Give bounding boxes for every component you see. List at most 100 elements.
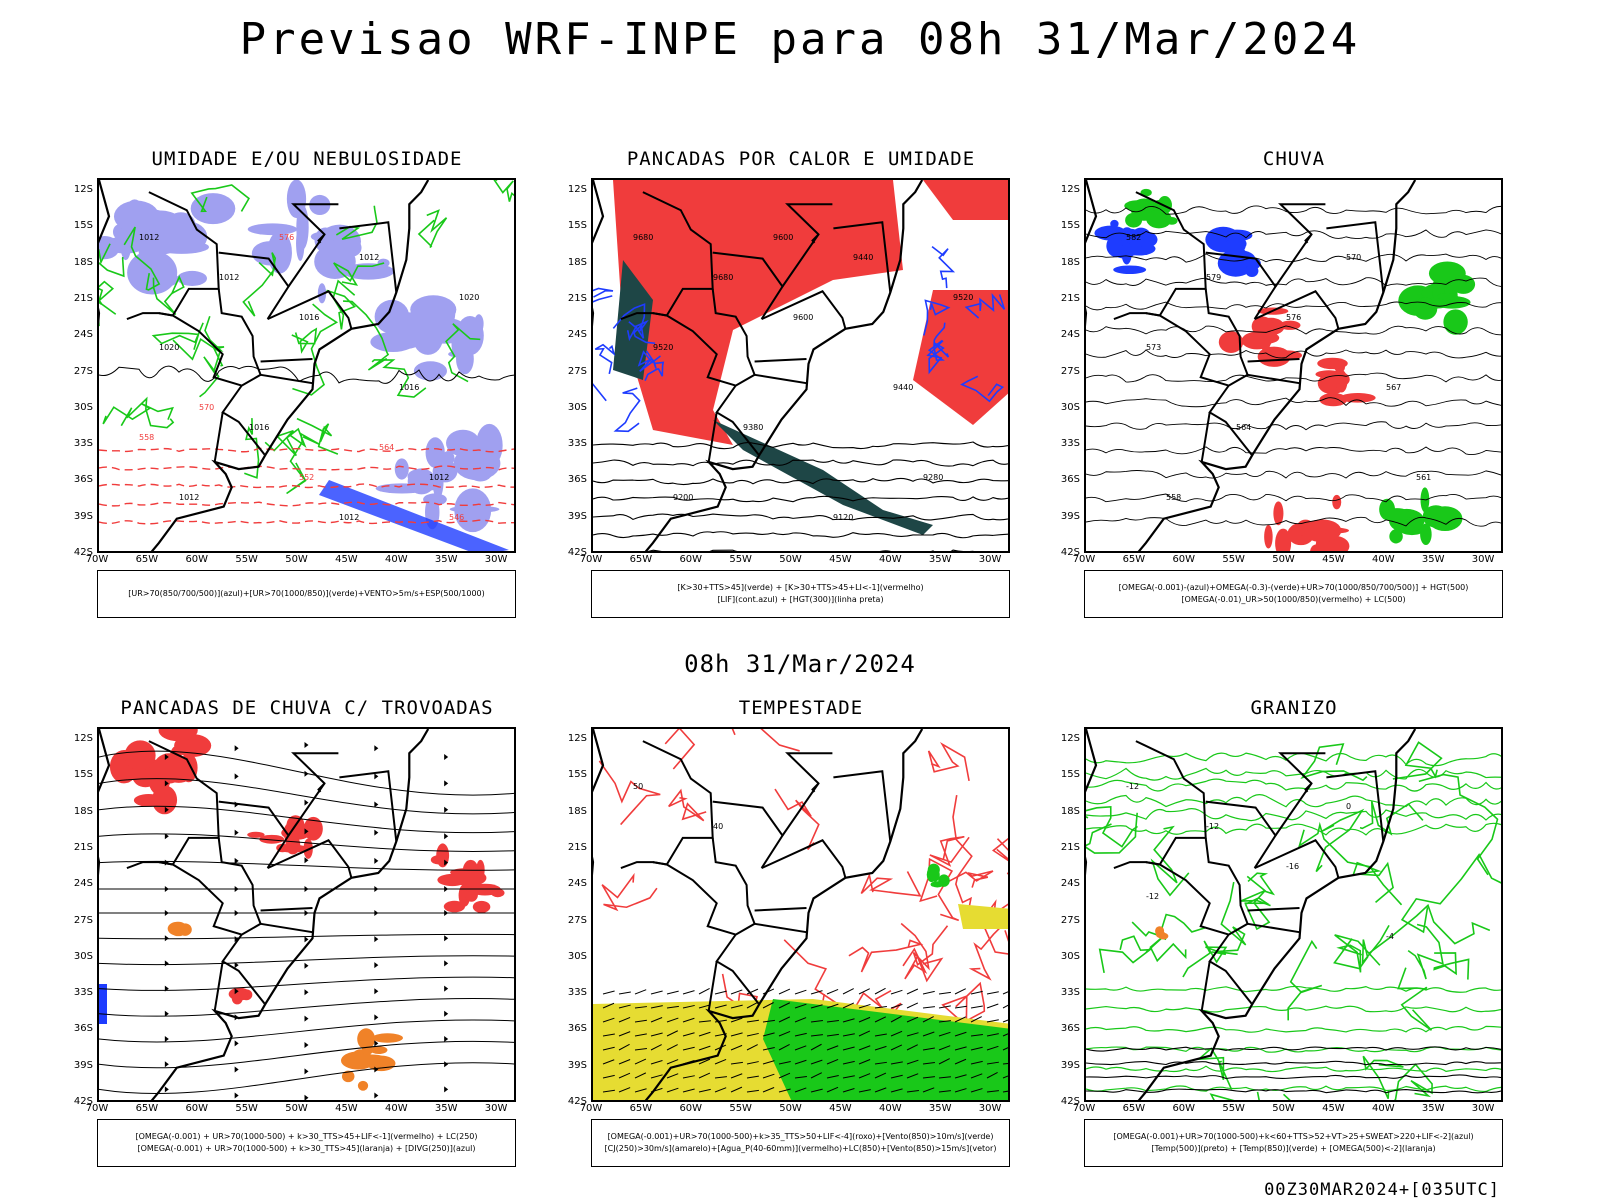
wind-vector [666,990,679,995]
state-border [811,233,820,244]
humidity-contour [190,184,250,213]
flow-arrow [304,857,309,864]
jet-fill [958,904,1008,929]
wind-vector [778,1030,791,1037]
wind-vector [666,1005,679,1009]
lat-tick-label: 39S [567,1059,587,1071]
wind-vector [666,1017,679,1023]
wind-vector [618,991,631,995]
contour-label: 9680 [713,273,733,282]
legend-umidade: [UR>70(850/700/500)](azul)+[UR>70(1000/8… [97,570,516,618]
humidity-fill [454,488,492,533]
flow-arrow [304,828,309,835]
wind-vector [698,1072,711,1079]
wind-vector [746,988,759,995]
state-border [620,312,736,387]
contour-label: 561 [1416,473,1431,482]
lif-contour [612,303,649,332]
lat-tick-label: 24S [73,878,93,890]
wind-vector [762,1060,775,1065]
flow-arrow [374,962,379,969]
wind-vector [954,1031,967,1037]
lon-tick-label: 70W [85,1103,109,1114]
contour-label: 579 [1206,273,1221,282]
latitude-axis: 12S 15S 18S 21S 24S 27S 30S 33S 36S 39S 42S [559,178,589,558]
water-contour [731,729,736,736]
contour-label: -12 [1126,782,1139,791]
longitude-axis: 70W 65W 60W 55W 50W 45W 40W 35W 30W [86,554,516,568]
rain-fill [1241,331,1273,350]
lat-tick-label: 18S [567,805,587,817]
height-contour [593,441,1008,450]
wind-vector [954,1046,967,1051]
instability-fill [613,180,903,445]
lat-tick-label: 36S [73,474,93,486]
height-contour [1086,421,1501,431]
flow-arrow [374,801,379,808]
lon-tick-label: 30W [1471,554,1495,565]
state-border [217,837,266,1005]
contour-label: 573 [1146,343,1161,352]
contour-label: 1016 [399,383,419,392]
water-contour [601,872,658,912]
wind-vector [714,1004,727,1009]
wind-vector [986,1019,999,1023]
thickness-contour [99,465,514,471]
map-panel-tempestade: 50 40 [591,727,1010,1102]
rain-fill [1273,501,1284,526]
flow-arrow [304,1015,309,1022]
state-border [1200,961,1211,1012]
temp850-contour [1098,935,1153,973]
lon-tick-label: 70W [579,554,603,565]
state-border [1274,752,1326,837]
lif-contour [964,293,1006,319]
rain-fill [1328,359,1343,370]
temp850-contour [1368,903,1491,955]
wind-vector [794,989,807,995]
flow-arrow [304,936,309,943]
temp850-contour [1240,872,1276,907]
wind-vector [874,1087,887,1093]
temp850-contour [1086,1085,1501,1093]
state-border [260,907,313,912]
wind-vector [986,1045,999,1051]
temp850-contour [1282,1093,1291,1100]
lat-tick-label: 24S [567,878,587,890]
contour-label: 1016 [299,313,319,322]
water-contour [848,939,924,973]
wind-vector [826,989,839,995]
contour-label: 576 [1286,313,1301,322]
humidity-fill [374,299,410,334]
wind-vector [938,1005,951,1009]
water-contour [598,760,661,826]
wind-vector [634,1047,647,1051]
lon-tick-label: 60W [1172,1103,1196,1114]
omega-strong-fill [1436,292,1458,301]
wind-vector [938,1020,951,1023]
wind-fill [938,875,949,883]
contour-label: 1012 [339,513,359,522]
state-border [707,412,718,463]
map-panel-granizo: -12 -12 -16 -12 0 -4 [1084,727,1503,1102]
flow-arrow [444,985,449,992]
wind-vector [954,1005,967,1009]
contour-label: 9520 [653,343,673,352]
state-border [213,961,224,1012]
wind-vector [810,1004,823,1009]
legend-line: [OMEGA(-0.001)+UR>70(1000-500)+k>35_TTS>… [607,1132,994,1141]
omega-strong-fill [1413,297,1438,320]
contour-label: 9600 [773,233,793,242]
lon-tick-label: 50W [285,1103,308,1114]
flow-arrow [234,773,239,780]
wind-vector [794,1076,807,1079]
flow-arrow [374,773,379,780]
state-border [1304,233,1313,244]
flow-arrow [444,910,449,916]
humidity-contour [326,279,357,330]
flow-arrow [444,754,449,760]
water-contour [927,742,970,782]
lat-tick-label: 15S [73,769,93,781]
humidity-fill [468,462,493,482]
streamline [99,955,514,966]
flow-arrow [374,910,379,916]
